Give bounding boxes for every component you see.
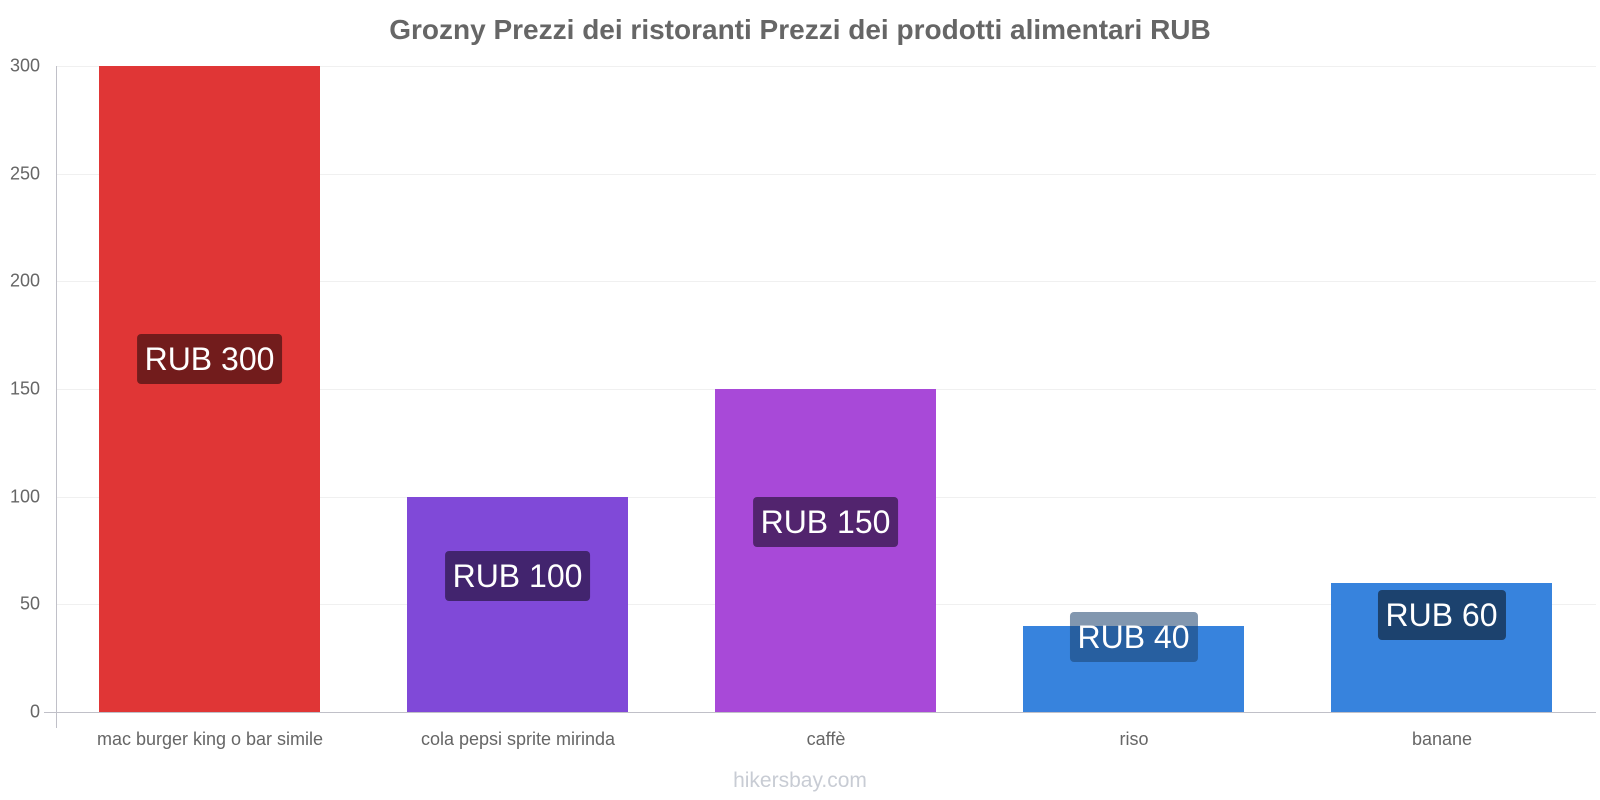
- plot-area: RUB 300 RUB 100 RUB 150 RUB 40 RUB 60: [56, 66, 1596, 712]
- x-label-riso: riso: [1119, 729, 1149, 749]
- x-label-mac-burger: mac burger king o bar simile: [96, 729, 324, 749]
- y-tick-250: 250: [9, 163, 40, 184]
- gridline: [56, 173, 1596, 175]
- watermark: hikersbay.com: [733, 769, 867, 792]
- x-label-cola: cola pepsi sprite mirinda: [420, 729, 616, 749]
- gridline: [56, 66, 1596, 67]
- y-axis-line: [56, 66, 57, 728]
- value-label: RUB 300: [136, 334, 283, 384]
- value-label: RUB 40: [1069, 612, 1198, 662]
- y-tick-50: 50: [19, 593, 40, 614]
- y-tick-150: 150: [9, 378, 40, 399]
- gridline: [56, 281, 1596, 283]
- x-axis-line: [44, 712, 1596, 713]
- bar-caffe[interactable]: RUB 150: [715, 389, 936, 712]
- bar-cola[interactable]: RUB 100: [407, 497, 628, 712]
- bar-mac-burger[interactable]: RUB 300: [99, 66, 320, 712]
- y-tick-0: 0: [29, 701, 40, 722]
- bar-banane[interactable]: RUB 60: [1331, 583, 1552, 712]
- y-tick-100: 100: [9, 486, 40, 507]
- chart-title: Grozny Prezzi dei ristoranti Prezzi dei …: [389, 14, 1211, 45]
- y-tick-300: 300: [9, 55, 40, 76]
- y-tick-200: 200: [9, 270, 40, 291]
- value-label: RUB 60: [1377, 590, 1506, 640]
- value-label: RUB 100: [444, 551, 591, 601]
- x-label-banane: banane: [1411, 729, 1473, 749]
- x-label-caffe: caffè: [806, 729, 846, 749]
- value-label: RUB 150: [752, 497, 899, 547]
- bar-riso[interactable]: RUB 40: [1023, 612, 1244, 712]
